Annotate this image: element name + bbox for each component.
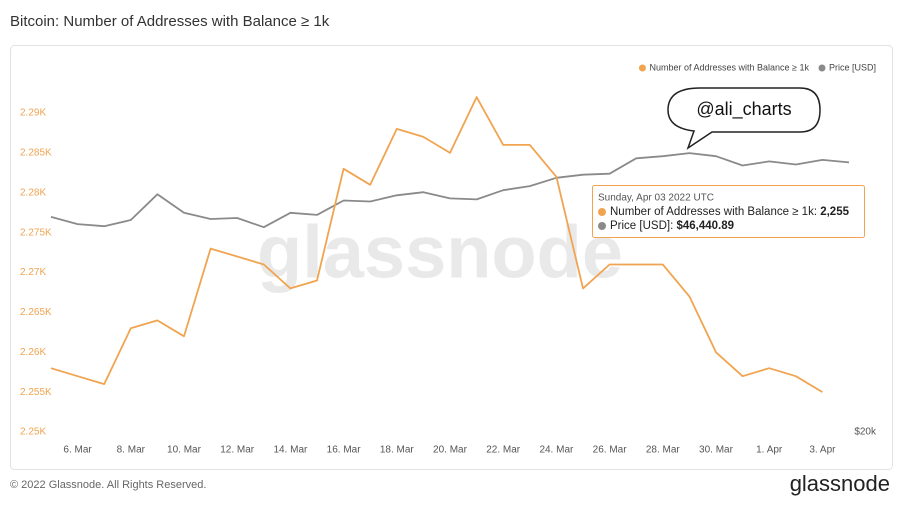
chart-panel bbox=[10, 45, 893, 470]
y-tick-label: 2.29K bbox=[20, 108, 46, 119]
x-tick-label: 30. Mar bbox=[699, 445, 734, 456]
y-tick-label: 2.27K bbox=[20, 267, 46, 278]
series-line bbox=[50, 96, 823, 393]
x-tick-label: 12. Mar bbox=[220, 445, 255, 456]
x-tick-label: 6. Mar bbox=[63, 445, 92, 456]
tooltip-dot bbox=[598, 208, 606, 216]
y-tick-label: 2.25K bbox=[20, 427, 46, 438]
legend-swatch bbox=[818, 64, 826, 72]
tooltip-value: 2,255 bbox=[820, 206, 849, 218]
x-tick-label: 14. Mar bbox=[273, 445, 308, 456]
x-tick-label: 20. Mar bbox=[433, 445, 468, 456]
tooltip-series-name: Price [USD] bbox=[610, 220, 670, 232]
tooltip-box bbox=[592, 185, 865, 238]
annotation-bubble: @ali_charts bbox=[667, 87, 821, 150]
y-tick-label: 2.275K bbox=[20, 227, 52, 238]
chart-title: Bitcoin: Number of Addresses with Balanc… bbox=[10, 13, 330, 30]
annotation-text: @ali_charts bbox=[696, 99, 791, 120]
footer: © 2022 Glassnode. All Rights Reserved. bbox=[10, 479, 206, 491]
legend-label: Price [USD] bbox=[829, 62, 876, 72]
x-tick-label: 26. Mar bbox=[593, 445, 628, 456]
x-tick-label: 10. Mar bbox=[167, 445, 202, 456]
plot-area: 2.25K 2.255K 2.26K 2.265K 2.27K 2.275K 2.28K 2.… bbox=[20, 96, 877, 456]
y-tick-label: 2.26K bbox=[20, 347, 46, 358]
y-tick-label: 2.265K bbox=[20, 307, 52, 318]
logo: glassnode bbox=[790, 471, 890, 496]
x-tick-label: 28. Mar bbox=[646, 445, 681, 456]
x-tick-label: 24. Mar bbox=[539, 445, 574, 456]
series-line bbox=[50, 152, 850, 229]
y2-tick-label: $20k bbox=[854, 427, 877, 438]
speech-bubble bbox=[667, 87, 821, 150]
legend-label: Number of Addresses with Balance ≥ 1k bbox=[649, 62, 809, 72]
legend-swatch bbox=[638, 64, 646, 72]
x-tick-label: 16. Mar bbox=[327, 445, 362, 456]
y-tick-label: 2.255K bbox=[20, 387, 52, 398]
x-tick-label: 18. Mar bbox=[380, 445, 415, 456]
x-tick-label: 8. Mar bbox=[117, 445, 146, 456]
tooltip-title: Sunday, Apr 03 2022 UTC bbox=[598, 193, 714, 204]
tooltip-value: $46,440.89 bbox=[676, 220, 734, 232]
x-tick-label: 3. Apr bbox=[809, 445, 836, 456]
x-tick-label: 1. Apr bbox=[756, 445, 783, 456]
tooltip-series-name: Number of Addresses with Balance ≥ 1k bbox=[610, 206, 814, 218]
y-tick-label: 2.285K bbox=[20, 148, 52, 159]
tooltip-dot bbox=[598, 222, 606, 230]
tooltip-row: Number of Addresses with Balance ≥ 1k: 2… bbox=[610, 206, 850, 218]
x-tick-label: 22. Mar bbox=[486, 445, 521, 456]
tooltip-row: Price [USD]: $46,440.89 bbox=[610, 220, 734, 232]
y-tick-label: 2.28K bbox=[20, 187, 46, 198]
tooltip: Sunday, Apr 03 2022 UTC Number of Addres… bbox=[592, 185, 865, 238]
